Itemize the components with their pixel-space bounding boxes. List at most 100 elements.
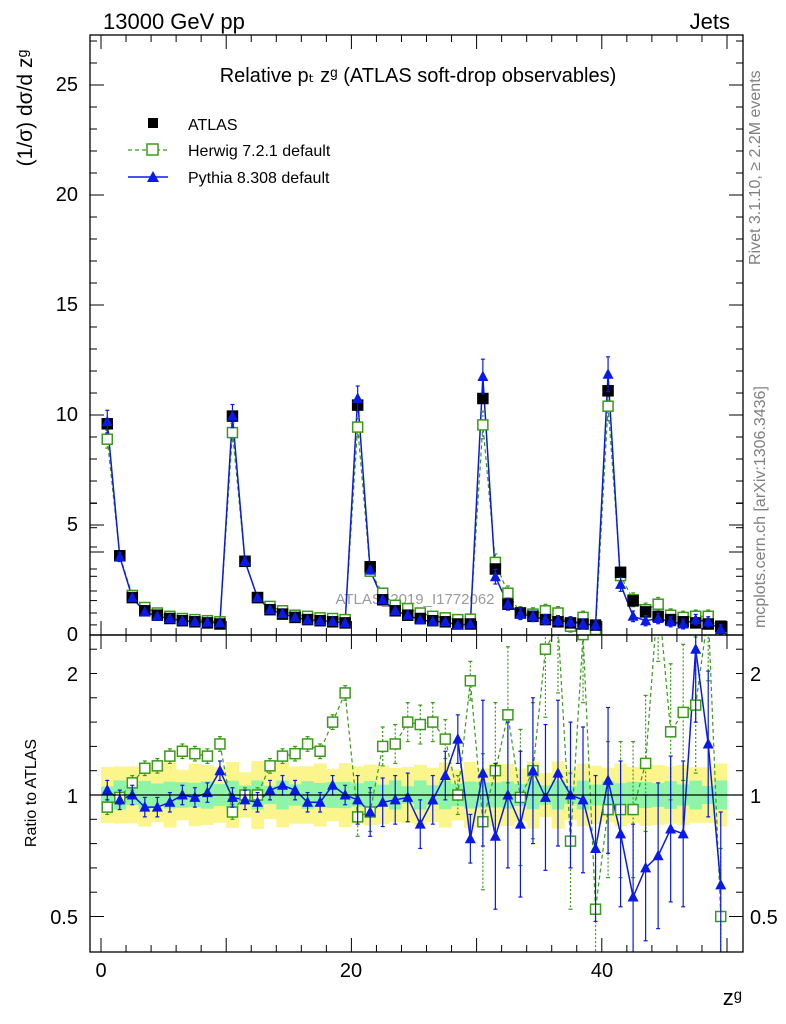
pythia-point xyxy=(226,410,238,421)
herwig-ratio-point xyxy=(214,738,226,750)
pythia-point xyxy=(364,564,376,575)
pythia-ratio-point xyxy=(414,818,426,829)
pythia-ratio-point xyxy=(439,769,451,781)
pythia-ratio-point xyxy=(514,818,526,829)
pythia-ratio-point xyxy=(402,791,414,802)
herwig-ratio-point xyxy=(339,687,351,699)
herwig-ratio-point xyxy=(439,733,452,745)
pythia-point xyxy=(640,614,652,626)
herwig-ratio-point xyxy=(502,709,514,721)
pythia-ratio-point xyxy=(627,891,639,902)
herwig-ratio-point xyxy=(376,740,389,753)
pythia-point xyxy=(702,615,714,627)
atlas-point xyxy=(477,392,489,405)
herwig-ratio-point xyxy=(577,635,589,641)
pythia-ratio-point xyxy=(214,764,226,776)
axis-ticks xyxy=(90,35,743,952)
pythia-ratio-point xyxy=(314,796,326,807)
pythia-ratio-point xyxy=(164,796,176,807)
pythia-ratio-point xyxy=(364,806,376,817)
pythia-point xyxy=(552,614,564,626)
x-tick-40: 40 xyxy=(591,960,613,982)
atlas-point xyxy=(627,595,639,607)
pythia-ratio-point xyxy=(264,784,276,795)
herwig-ratio-point xyxy=(226,806,239,818)
pythia-point xyxy=(427,615,439,626)
y-tick-15: 15 xyxy=(56,294,78,316)
pythia-point xyxy=(590,619,602,630)
pythia-ratio-point xyxy=(389,793,401,805)
herwig-ratio-point xyxy=(301,738,314,750)
x-tick-20: 20 xyxy=(340,960,362,982)
pythia-point xyxy=(489,570,501,582)
pythia-ratio-point xyxy=(176,789,188,800)
herwig-ratio-point xyxy=(164,750,176,762)
pythia-ratio-point xyxy=(239,793,251,805)
pythia-ratio-point xyxy=(302,796,314,807)
pythia-ratio-point xyxy=(615,827,627,839)
y-tick-25: 25 xyxy=(56,74,78,96)
pythia-point xyxy=(277,607,289,619)
pythia-point xyxy=(314,614,326,626)
pythia-ratio-point xyxy=(139,801,151,812)
pythia-ratio-point xyxy=(151,801,163,812)
pythia-point xyxy=(477,370,489,381)
pythia-point xyxy=(527,610,539,621)
pythia-ratio-point xyxy=(339,789,351,800)
ratio-tick-2-right: 2 xyxy=(750,664,761,686)
y-tick-10: 10 xyxy=(56,404,78,426)
pythia-point xyxy=(539,613,551,625)
pythia-ratio-point xyxy=(277,779,289,790)
herwig-ratio-point xyxy=(176,745,189,758)
legend-herwig-label: Herwig 7.2.1 default xyxy=(188,143,331,160)
pythia-point xyxy=(439,615,451,627)
chart-title: Relative pₜ zᵍ (ATLAS soft-drop observab… xyxy=(220,65,617,87)
pythia-ratio-point xyxy=(565,789,576,800)
herwig-point xyxy=(502,587,514,599)
herwig-ratio-point xyxy=(189,747,201,760)
herwig-ratio-point xyxy=(314,745,326,758)
pythia-point xyxy=(577,618,589,629)
herwig-ratio-point xyxy=(139,762,151,775)
herwig-ratio-point xyxy=(101,801,114,813)
y-axis-label: (1/σ) dσ/d zᵍ xyxy=(14,50,37,167)
ratio-panel-data xyxy=(101,635,727,952)
y-tick-0: 0 xyxy=(67,624,78,646)
ratio-axis-label: Ratio to ATLAS xyxy=(23,739,40,847)
y-tick-5: 5 xyxy=(67,514,78,536)
pythia-ratio-point xyxy=(126,789,138,800)
pythia-ratio-point xyxy=(477,767,489,778)
ratio-tick-1-left: 1 xyxy=(67,786,78,808)
herwig-ratio-point xyxy=(639,757,652,770)
pythia-point xyxy=(189,615,201,627)
pythia-point xyxy=(327,615,339,626)
pythia-point xyxy=(502,598,514,609)
pythia-ratio-point xyxy=(114,793,126,805)
herwig-ratio-point xyxy=(664,726,677,738)
pythia-ratio-point xyxy=(289,784,301,795)
pythia-ratio-point xyxy=(452,733,464,744)
pythia-ratio-point xyxy=(327,779,339,790)
pythia-point xyxy=(239,555,251,566)
pythia-ratio-point xyxy=(464,832,476,844)
pythia-ratio-point xyxy=(715,878,727,890)
pythia-point xyxy=(139,605,151,617)
ratio-tick-1-right: 1 xyxy=(750,786,761,808)
ratio-tick-2-left: 2 xyxy=(67,664,78,686)
pythia-ratio-point xyxy=(226,791,238,802)
herwig-ratio-point xyxy=(464,675,477,687)
herwig-ratio-point xyxy=(427,716,439,728)
pythia-point xyxy=(389,604,401,616)
pythia-point xyxy=(352,392,364,403)
pythia-ratio-point xyxy=(652,849,664,861)
pythia-point xyxy=(176,614,188,626)
pythia-point xyxy=(402,609,414,620)
herwig-ratio-point xyxy=(414,718,427,731)
herwig-point xyxy=(226,426,239,439)
analysis-watermark: ATLAS_2019_I1772062 xyxy=(335,591,494,608)
herwig-ratio-point xyxy=(151,760,164,772)
atlas-point xyxy=(614,566,627,579)
pythia-ratio-point xyxy=(377,796,389,807)
herwig-point xyxy=(101,433,114,445)
